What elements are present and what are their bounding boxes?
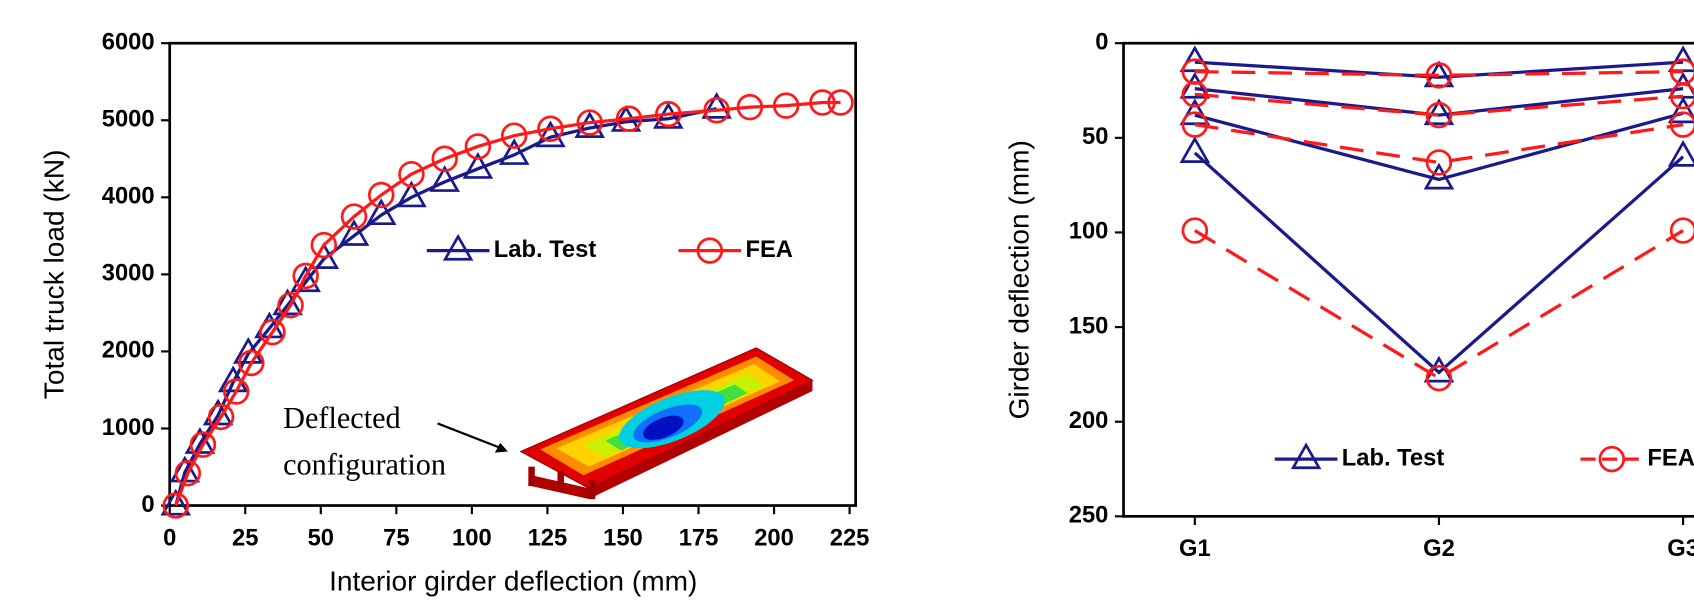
- legend-label: Lab. Test: [1342, 444, 1445, 471]
- x-tick-label: 100: [452, 524, 492, 551]
- x-tick-label: G1: [1179, 535, 1211, 562]
- y-tick-label: 200: [1069, 407, 1109, 434]
- figure: Deflected configuration 0100020003000400…: [0, 0, 1694, 606]
- x-tick-label: 50: [308, 524, 334, 551]
- legend-label: FEA: [745, 236, 793, 263]
- y-tick-label: 50: [1082, 123, 1108, 150]
- y-axis-label: Girder deflection (mm): [1003, 140, 1034, 419]
- y-tick-label: 100: [1069, 218, 1109, 245]
- x-tick-label: 175: [679, 524, 719, 551]
- series-line: [1195, 72, 1683, 76]
- y-tick-label: 1000: [102, 414, 155, 441]
- y-tick-label: 6000: [102, 28, 155, 55]
- x-tick-label: G3: [1667, 535, 1694, 562]
- inset-model: [438, 348, 813, 499]
- y-tick-label: 3000: [102, 260, 155, 287]
- legend-marker: [445, 237, 471, 260]
- y-tick-label: 250: [1069, 502, 1109, 529]
- y-tick-label: 0: [1095, 28, 1108, 55]
- x-tick-label: 150: [603, 524, 643, 551]
- y-tick-label: 0: [141, 491, 154, 518]
- annotation: configuration: [283, 448, 446, 482]
- annotation: Deflected: [283, 401, 400, 435]
- series-line: [1195, 153, 1683, 373]
- x-tick-label: 200: [754, 524, 794, 551]
- y-tick-label: 5000: [102, 106, 155, 133]
- legend-label: FEA: [1647, 444, 1694, 471]
- legend-label: Lab. Test: [494, 236, 597, 263]
- x-tick-label: 75: [383, 524, 409, 551]
- plot-frame: [170, 43, 856, 505]
- marker: [1427, 366, 1451, 390]
- x-tick-label: 25: [232, 524, 258, 551]
- series-line: [1195, 125, 1683, 163]
- marker: [1670, 143, 1694, 166]
- marker: [1182, 139, 1208, 162]
- x-tick-label: 125: [528, 524, 568, 551]
- x-tick-label: G2: [1423, 535, 1455, 562]
- legend-marker: [1293, 445, 1319, 468]
- x-tick-label: 225: [830, 524, 870, 551]
- y-tick-label: 150: [1069, 312, 1109, 339]
- y-tick-label: 2000: [102, 337, 155, 364]
- x-tick-label: 0: [163, 524, 176, 551]
- x-axis-label: Interior girder deflection (mm): [329, 566, 697, 597]
- y-tick-label: 4000: [102, 183, 155, 210]
- y-axis-label: Total truck load (kN): [39, 150, 70, 400]
